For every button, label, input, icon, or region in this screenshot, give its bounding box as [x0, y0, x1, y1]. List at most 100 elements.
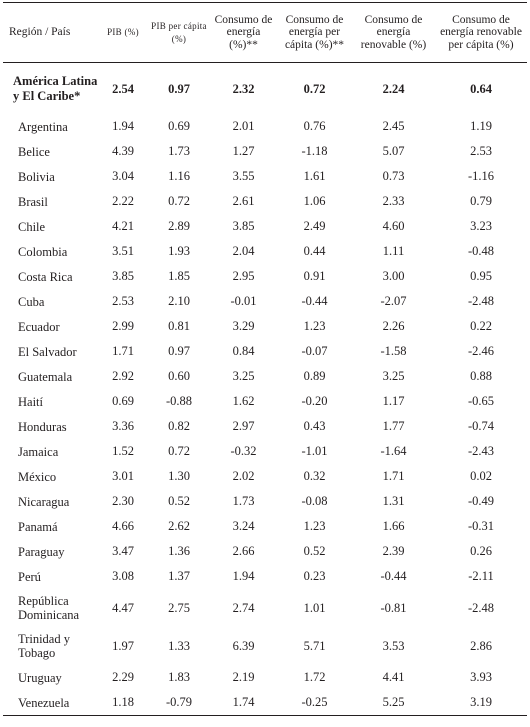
- table-row: Honduras 3.36 0.82 2.97 0.43 1.77 -0.74: [3, 414, 527, 439]
- region-cell: Belice: [18, 144, 50, 159]
- pib-per-capita-cell: 2.89: [168, 219, 190, 233]
- region-cell: Ecuador: [18, 319, 60, 334]
- energy-consumption-cell: 3.25: [232, 369, 255, 383]
- energy-consumption-cell: 3.85: [232, 219, 255, 233]
- energy-per-capita-cell: -1.18: [301, 144, 328, 158]
- pib-cell: 2.22: [112, 194, 134, 208]
- pib-cell: 1.71: [112, 344, 134, 358]
- energy-consumption-cell: 2.66: [232, 544, 255, 558]
- pib-per-capita-cell: -0.88: [165, 394, 193, 408]
- header-energy-consumption: Consumo de energía (%)**: [210, 2, 277, 63]
- renewable-consumption-cell: 2.39: [382, 544, 405, 558]
- table-row: Venezuela 1.18 -0.79 1.74 -0.25 5.25 3.1…: [3, 690, 527, 716]
- renewable-per-capita-cell: -2.46: [467, 344, 495, 358]
- renewable-consumption-cell: 1.66: [382, 519, 405, 533]
- energy-consumption-cell: 6.39: [232, 638, 255, 653]
- region-cell: Panamá: [18, 519, 58, 534]
- region-cell: Costa Rica: [18, 269, 73, 284]
- pib-cell: 2.29: [112, 670, 134, 684]
- region-cell: Bolivia: [18, 169, 55, 184]
- region-cell: El Salvador: [18, 344, 77, 359]
- energy-consumption-cell: 0.84: [232, 344, 255, 358]
- energy-consumption-cell: 3.29: [232, 319, 255, 333]
- pib-cell: 3.01: [112, 469, 134, 483]
- region-cell: Argentina: [18, 119, 68, 134]
- energy-consumption-cell: 1.74: [210, 690, 277, 716]
- table-row: Perú 3.08 1.37 1.94 0.23 -0.44 -2.11: [3, 564, 527, 589]
- renewable-per-capita-cell: 1.19: [470, 119, 492, 133]
- pib-per-capita-cell: 1.73: [168, 144, 190, 158]
- table-row: Colombia 3.51 1.93 2.04 0.44 1.11 -0.48: [3, 239, 527, 264]
- renewable-per-capita-cell: -0.49: [467, 494, 495, 508]
- renewable-consumption-cell: 2.24: [382, 81, 405, 96]
- region-cell: Guatemala: [18, 369, 73, 384]
- pib-cell: 2.30: [112, 494, 134, 508]
- pib-cell: 3.47: [112, 544, 134, 558]
- table-row: Trinidad y Tobago 1.97 1.33 6.39 5.71 3.…: [3, 627, 527, 665]
- header-renewable-consumption: Consumo de energía renovable (%): [352, 2, 435, 63]
- table-row: Chile 4.21 2.89 3.85 2.49 4.60 3.23: [3, 214, 527, 239]
- region-cell: México: [18, 469, 57, 484]
- pib-per-capita-cell: 1.85: [168, 269, 190, 283]
- renewable-per-capita-cell: 3.19: [435, 690, 527, 716]
- pib-cell: 1.18: [98, 690, 148, 716]
- pib-per-capita-cell: 2.75: [168, 600, 190, 615]
- energy-consumption-cell: 2.61: [232, 194, 255, 208]
- renewable-consumption-cell: 3.53: [382, 638, 405, 653]
- energy-consumption-cell: -0.01: [230, 294, 257, 308]
- renewable-per-capita-cell: 0.26: [470, 544, 492, 558]
- region-cell: Brasil: [18, 194, 48, 209]
- region-cell: Paraguay: [18, 544, 65, 559]
- renewable-per-capita-cell: -0.48: [467, 244, 495, 258]
- renewable-consumption-cell: 5.25: [352, 690, 435, 716]
- region-cell: Uruguay: [18, 670, 62, 685]
- table-row: Bolivia 3.04 1.16 3.55 1.61 0.73 -1.16: [3, 164, 527, 189]
- renewable-consumption-cell: 3.25: [382, 369, 405, 383]
- renewable-consumption-cell: 1.71: [382, 469, 405, 483]
- region-cell: América Latina y El Caribe*: [13, 74, 98, 103]
- energy-per-capita-cell: 0.89: [303, 369, 326, 383]
- energy-per-capita-cell: 0.43: [303, 419, 326, 433]
- renewable-consumption-cell: -1.58: [380, 344, 407, 358]
- energy-consumption-cell: 2.74: [232, 600, 255, 615]
- pib-per-capita-cell: 1.33: [168, 638, 190, 653]
- pib-per-capita-cell: 1.16: [168, 169, 190, 183]
- renewable-per-capita-cell: -2.48: [467, 294, 495, 308]
- pib-per-capita-cell: 0.97: [168, 81, 190, 96]
- table-row: Cuba 2.53 2.10 -0.01 -0.44 -2.07 -2.48: [3, 289, 527, 314]
- pib-cell: 2.92: [112, 369, 134, 383]
- energy-per-capita-cell: 1.23: [303, 319, 326, 333]
- table-row: Panamá 4.66 2.62 3.24 1.23 1.66 -0.31: [3, 514, 527, 539]
- pib-cell: 4.47: [112, 600, 134, 615]
- pib-per-capita-cell: 0.69: [168, 119, 190, 133]
- energy-consumption-cell: -0.32: [230, 444, 257, 458]
- energy-per-capita-cell: -0.20: [301, 394, 328, 408]
- table-row: Argentina 1.94 0.69 2.01 0.76 2.45 1.19: [3, 114, 527, 139]
- table-row: Costa Rica 3.85 1.85 2.95 0.91 3.00 0.95: [3, 264, 527, 289]
- pib-cell: 3.08: [112, 569, 134, 583]
- energy-consumption-cell: 1.62: [232, 394, 255, 408]
- renewable-per-capita-cell: 0.79: [470, 194, 492, 208]
- energy-consumption-cell: 1.73: [232, 494, 255, 508]
- region-cell: República Dominicana: [18, 594, 80, 622]
- pib-per-capita-cell: -0.79: [148, 690, 210, 716]
- renewable-per-capita-cell: -2.43: [467, 444, 495, 458]
- renewable-consumption-cell: 1.77: [382, 419, 405, 433]
- energy-per-capita-cell: 0.44: [303, 244, 326, 258]
- renewable-per-capita-cell: 0.95: [470, 269, 492, 283]
- pib-per-capita-cell: 0.81: [168, 319, 190, 333]
- energy-per-capita-cell: -0.25: [277, 690, 352, 716]
- energy-per-capita-cell: 1.61: [303, 169, 326, 183]
- energy-per-capita-cell: -0.07: [301, 344, 328, 358]
- table-row: Ecuador 2.99 0.81 3.29 1.23 2.26 0.22: [3, 314, 527, 339]
- energy-per-capita-cell: 0.52: [303, 544, 326, 558]
- renewable-per-capita-cell: 0.64: [470, 81, 492, 96]
- renewable-consumption-cell: 5.07: [382, 144, 405, 158]
- pib-per-capita-cell: 2.62: [168, 519, 190, 533]
- table-row: Brasil 2.22 0.72 2.61 1.06 2.33 0.79: [3, 189, 527, 214]
- pib-cell: 2.53: [112, 294, 134, 308]
- pib-per-capita-cell: 1.36: [168, 544, 190, 558]
- renewable-per-capita-cell: -2.48: [467, 600, 495, 615]
- renewable-consumption-cell: -1.64: [380, 444, 407, 458]
